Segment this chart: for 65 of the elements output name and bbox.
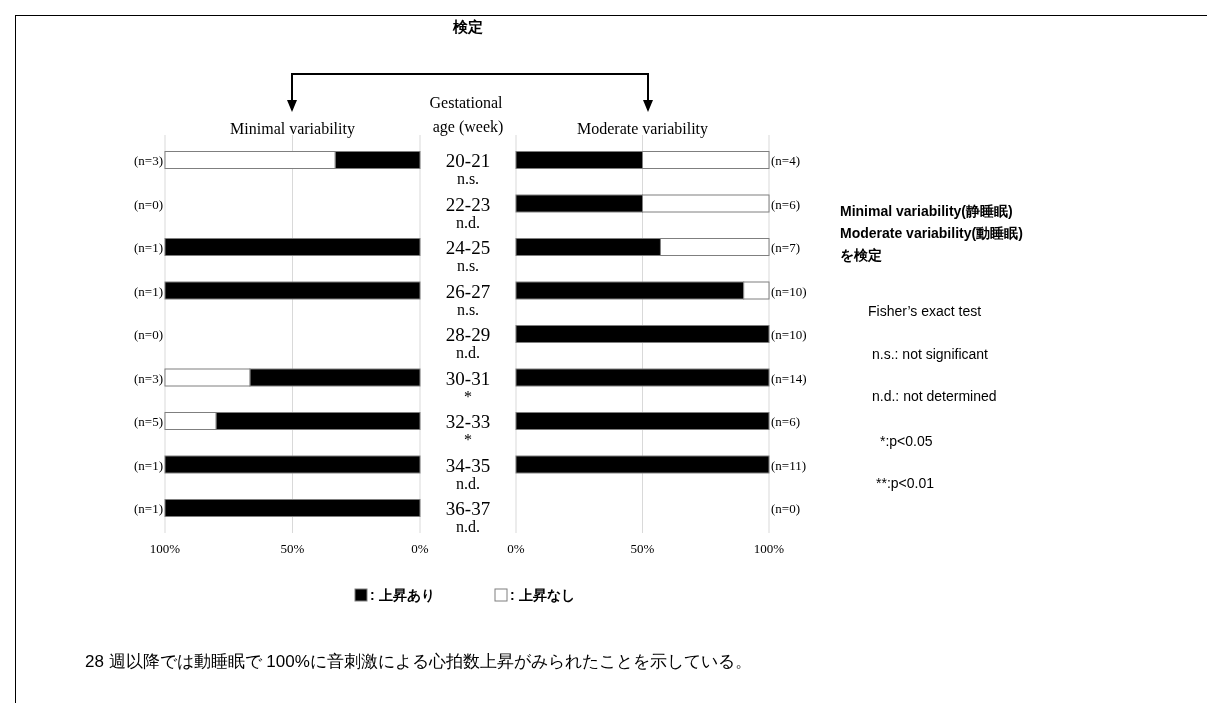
bar xyxy=(164,281,421,300)
chart-title: Minimal variability xyxy=(230,120,355,138)
text: (n=0) xyxy=(134,327,163,342)
text: Moderate variability(動睡眠) xyxy=(840,225,1023,241)
chart-title: Moderate variability xyxy=(576,120,709,138)
text: n.s. xyxy=(456,300,480,318)
y-axis-title: Gestational age (week) xyxy=(429,94,507,136)
bar xyxy=(515,368,770,387)
text: (n=10) xyxy=(771,283,807,299)
text: (n=3) xyxy=(134,153,163,168)
bar xyxy=(515,455,770,474)
text: * xyxy=(464,431,472,448)
x-tick-label: 50% xyxy=(630,541,655,556)
text: (n=14) xyxy=(771,370,807,386)
text: (n=1) xyxy=(134,240,163,255)
text: を検定 xyxy=(840,247,882,263)
text: n.s.: not significant xyxy=(872,346,989,362)
bar xyxy=(164,455,421,474)
y-tick-label: 20-21 xyxy=(445,150,491,171)
text: n.s. xyxy=(456,170,480,187)
y-tick-label: 32-33 xyxy=(445,411,491,432)
y-tick-label: 22-23 xyxy=(445,193,491,215)
text: Minimal variability(静睡眠) xyxy=(840,203,1013,219)
text: 検定 xyxy=(452,18,483,35)
text: *:p<0.05 xyxy=(880,433,933,449)
bar xyxy=(164,238,421,256)
text: n.s. xyxy=(456,257,480,274)
y-tick-label: 34-35 xyxy=(445,454,491,476)
bar xyxy=(164,499,421,517)
text: (n=1) xyxy=(134,501,163,516)
y-tick-label: 30-31 xyxy=(445,367,491,389)
text: (n=0) xyxy=(771,501,800,516)
text: n.d. xyxy=(456,518,480,535)
y-tick-label: 28-29 xyxy=(445,324,491,345)
legend-label: : 上昇なし xyxy=(510,587,575,603)
text: (n=11) xyxy=(771,457,807,473)
bar xyxy=(515,412,770,430)
y-tick-label: 24-25 xyxy=(445,237,491,258)
text: (n=4) xyxy=(771,153,800,168)
y-tick-label: 26-27 xyxy=(445,280,491,302)
text: (n=1) xyxy=(134,457,163,473)
x-tick-label: 0% xyxy=(507,541,525,556)
text: n.d. xyxy=(456,213,480,231)
text: (n=3) xyxy=(134,370,163,386)
text: n.d.: not determined xyxy=(872,388,997,404)
text: (n=1) xyxy=(134,283,163,299)
x-tick-label: 100% xyxy=(149,541,181,556)
text: Fisher’s exact test xyxy=(868,303,982,319)
bar xyxy=(515,325,770,343)
text: (n=5) xyxy=(134,414,163,429)
x-tick-label: 0% xyxy=(411,541,429,556)
text: * xyxy=(464,387,472,405)
text: n.d. xyxy=(456,344,480,361)
text: (n=6) xyxy=(771,414,800,429)
text: **:p<0.01 xyxy=(876,475,935,491)
x-tick-label: 50% xyxy=(280,541,305,556)
text: n.d. xyxy=(456,474,480,492)
text: (n=0) xyxy=(134,196,163,212)
y-tick-label: 36-37 xyxy=(445,498,491,519)
text: (n=7) xyxy=(771,240,800,255)
text: (n=10) xyxy=(771,327,807,342)
x-tick-label: 100% xyxy=(753,541,785,556)
legend-label: : 上昇あり xyxy=(370,587,435,603)
text: (n=6) xyxy=(771,196,800,212)
text: 28 週以降では動睡眠で 100%に音刺激による心拍数上昇がみられたことを示している。 xyxy=(85,652,752,671)
